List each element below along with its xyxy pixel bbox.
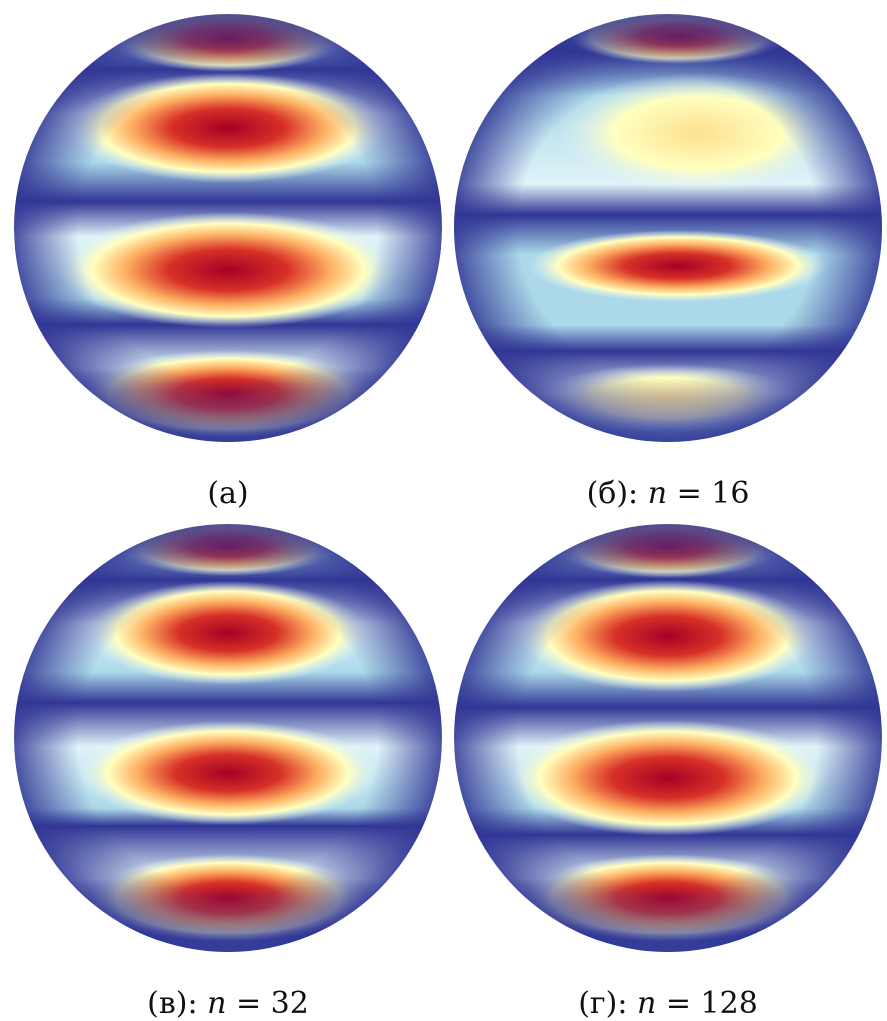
panel-b: (б): n = 16: [448, 8, 887, 511]
panel-c: (в): n = 32: [8, 518, 448, 1021]
caption-c: (в): n = 32: [8, 986, 448, 1021]
caption-equals: =: [676, 476, 702, 511]
sphere-image-b: [454, 14, 882, 442]
caption-variable: n: [636, 986, 657, 1021]
panel-d: (г): n = 128: [448, 518, 887, 1021]
caption-value: 32: [270, 986, 309, 1021]
caption-d: (г): n = 128: [448, 986, 887, 1021]
sphere-image-d: [454, 524, 882, 952]
caption-variable: n: [207, 986, 227, 1021]
caption-prefix: (б):: [586, 476, 639, 511]
sphere-image-c: [14, 524, 442, 952]
panel-a: (а): [8, 8, 448, 511]
caption-a: (а): [8, 476, 448, 511]
caption-prefix: (в):: [147, 986, 198, 1021]
caption-b: (б): n = 16: [448, 476, 887, 511]
sphere-image-a: [14, 14, 442, 442]
caption-equals: =: [235, 986, 262, 1021]
caption-equals: =: [665, 986, 691, 1021]
caption-value: 16: [711, 476, 750, 511]
caption-prefix: (а): [207, 476, 249, 511]
caption-prefix: (г):: [578, 986, 628, 1021]
caption-value: 128: [700, 986, 758, 1021]
caption-variable: n: [647, 476, 668, 511]
